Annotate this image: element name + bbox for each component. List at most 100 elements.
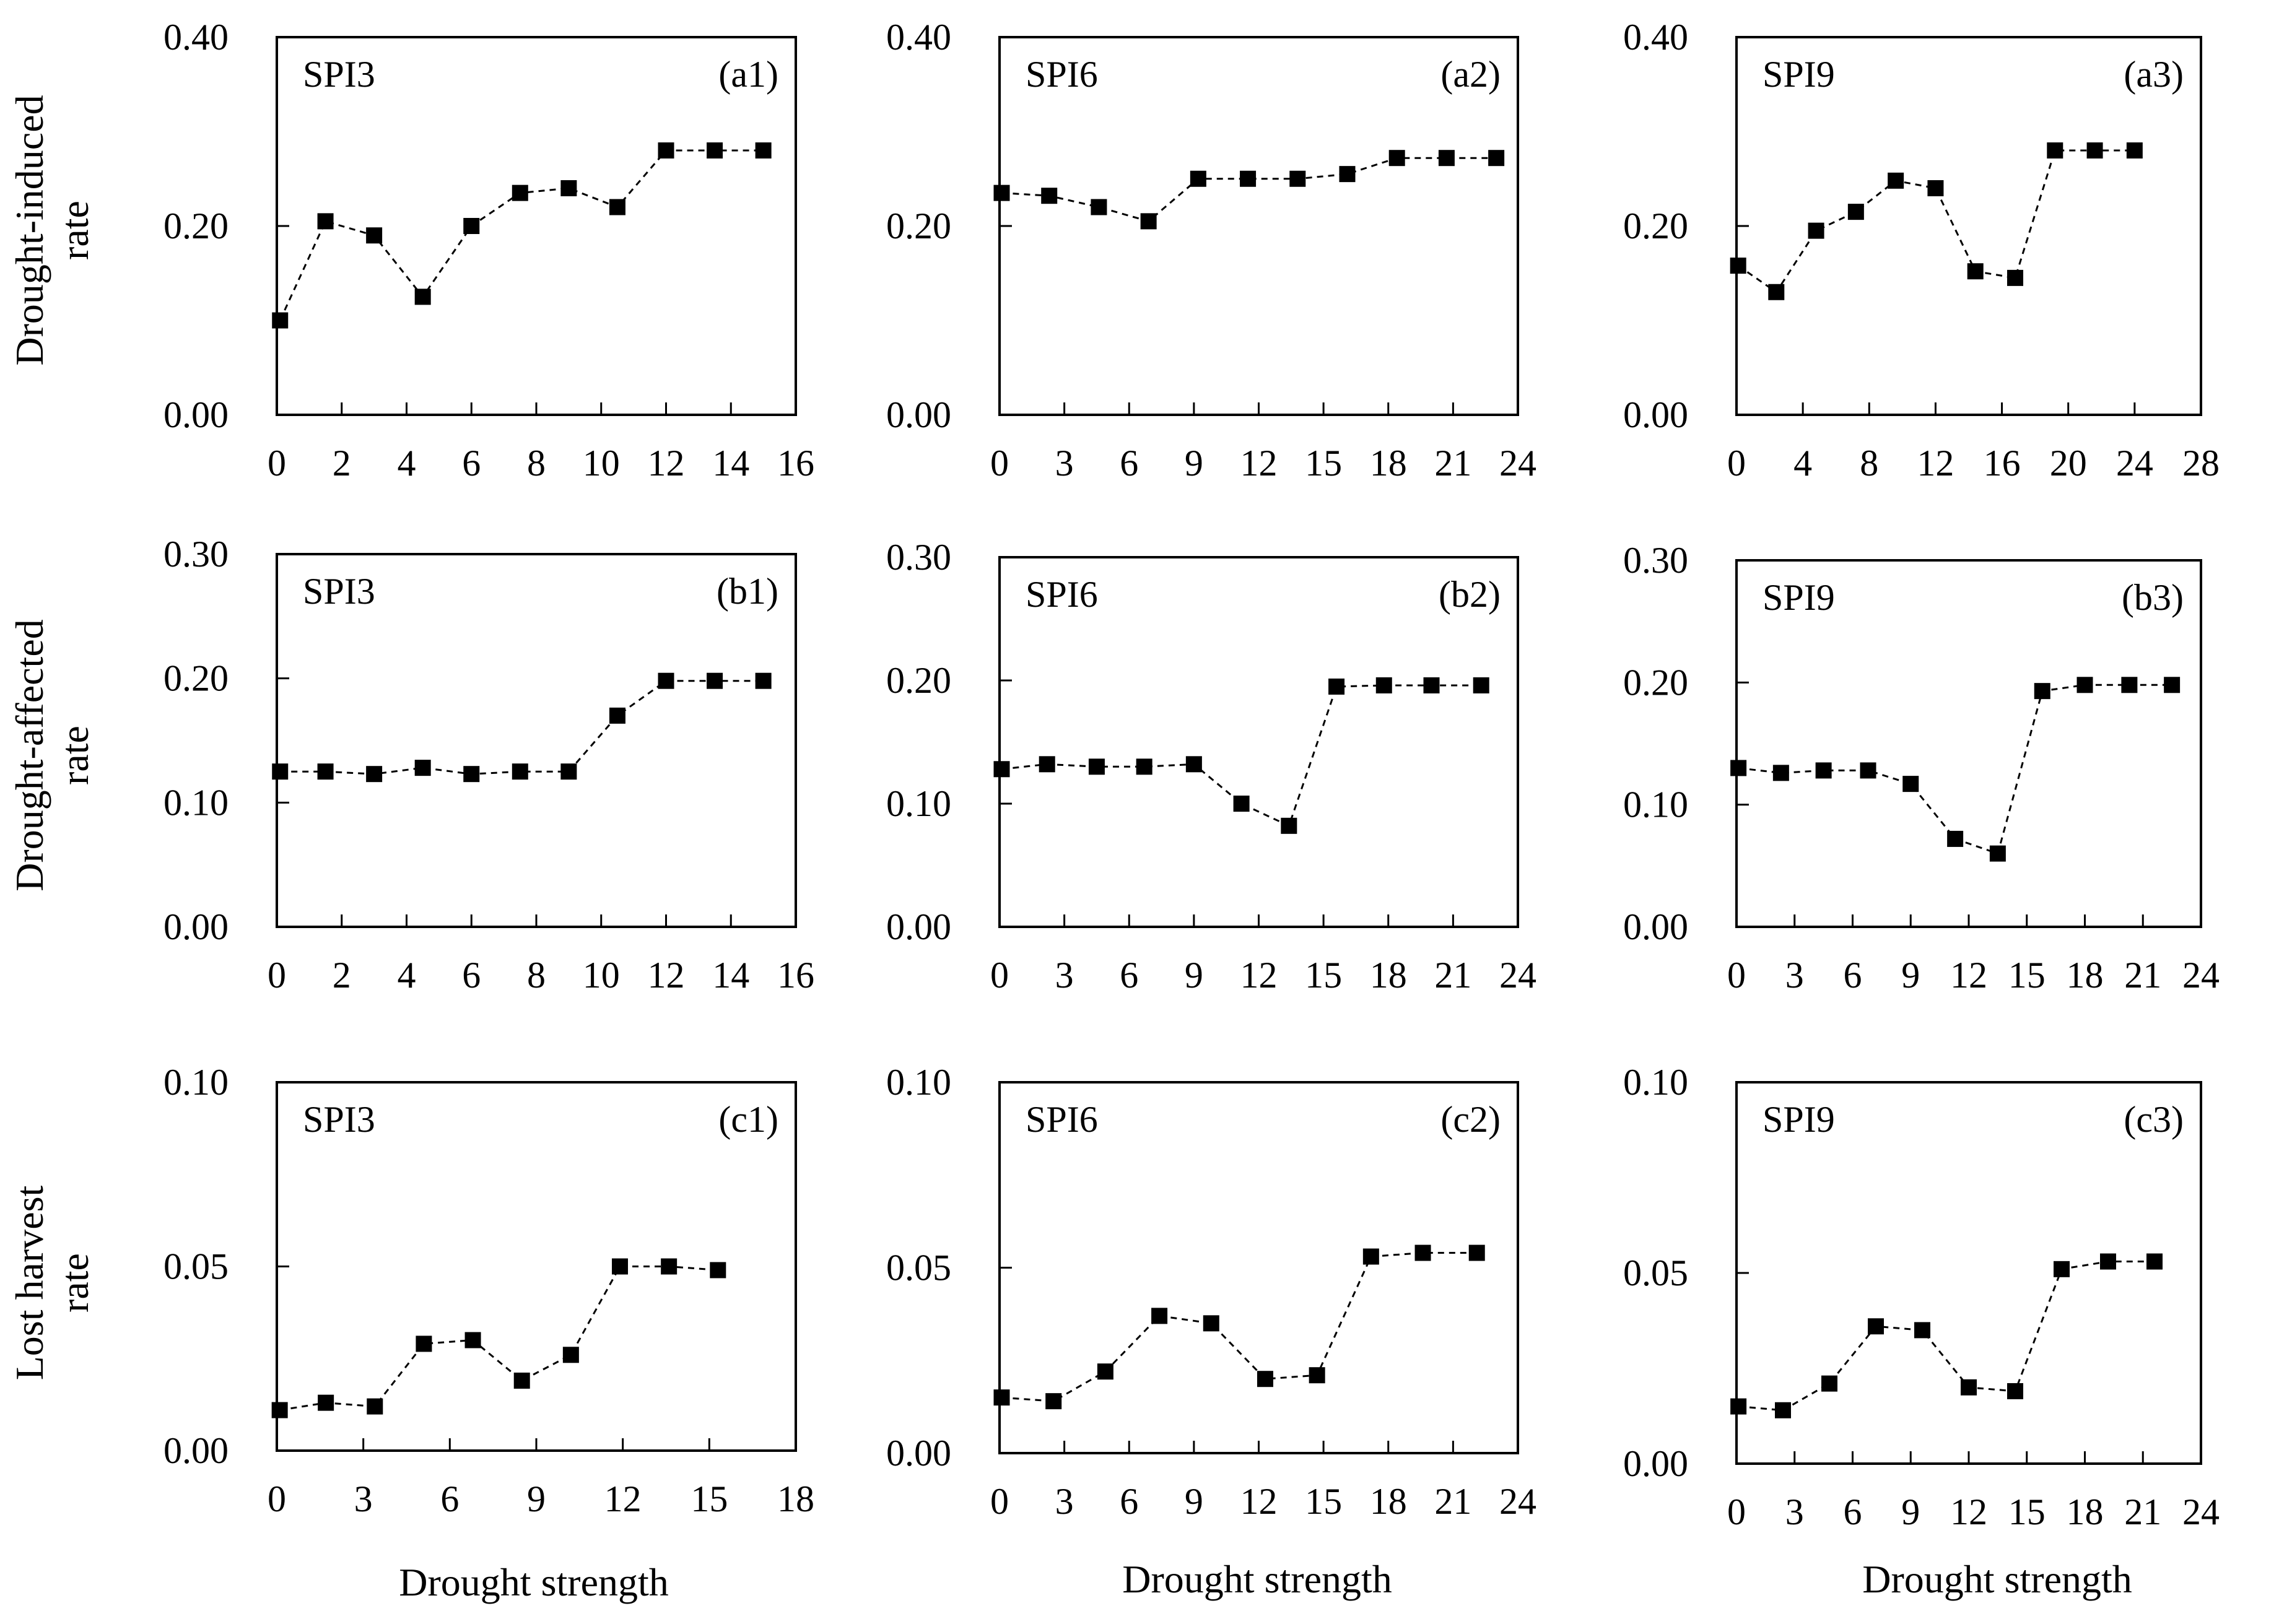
data-point <box>1989 845 2006 862</box>
panel-c1: 0 3 6 9 12 15 18 0.00 0.05 0.10 SPI3 (c1) <box>163 1062 814 1519</box>
data-point <box>1362 1248 1379 1265</box>
series-line <box>1737 149 2135 293</box>
x-tick-label: 0 <box>1727 443 1746 484</box>
x-tick-label: 12 <box>604 1479 642 1519</box>
series-line <box>279 149 764 321</box>
data-point <box>2047 142 2063 158</box>
panel-c3: 0 3 6 9 12 15 18 21 24 0.00 0.05 0.10 SPI9 (c3) <box>1623 1062 2220 1532</box>
data-point <box>414 289 431 305</box>
data-point <box>1815 762 1832 779</box>
y-tick-label: 0.20 <box>886 206 951 246</box>
y-tick-label: 0.00 <box>163 394 229 435</box>
data-point <box>1045 1393 1062 1410</box>
y-tick-label: 0.20 <box>163 658 229 699</box>
data-point <box>1772 765 1789 781</box>
data-point <box>1039 756 1055 773</box>
panel-index-label: SPI6 <box>1026 1099 1098 1140</box>
data-point <box>1730 760 1747 776</box>
x-tick-label: 12 <box>1950 1492 1987 1532</box>
data-point <box>1240 170 1257 187</box>
y-tick-label: 0.10 <box>1623 784 1688 825</box>
panel-a1: 0 2 4 6 8 10 12 14 16 0.00 0.20 0.40 SPI3 (a1) <box>163 17 814 484</box>
data-point <box>464 1332 481 1348</box>
data-point <box>562 1347 579 1363</box>
x-tick-label: 28 <box>2182 443 2220 484</box>
data-point <box>1328 678 1345 695</box>
x-tick-label: 9 <box>1901 955 1920 996</box>
y-tick-label: 0.30 <box>1623 540 1688 581</box>
series-line <box>1001 1252 1477 1402</box>
x-tick-label: 6 <box>1120 443 1138 484</box>
panel-index-label: SPI9 <box>1763 1099 1835 1140</box>
data-point <box>1775 1402 1791 1418</box>
data-point <box>1927 180 1944 196</box>
x-tick-label: 2 <box>333 955 351 996</box>
data-point <box>1468 1244 1485 1261</box>
data-point <box>512 185 528 201</box>
panel-id-label: (b1) <box>717 571 778 612</box>
y-tick-label: 0.00 <box>163 906 229 947</box>
series-line <box>1001 157 1497 223</box>
x-tick-label: 21 <box>2124 1492 2161 1532</box>
x-tick-label: 9 <box>1901 1492 1920 1532</box>
y-tick-label: 0.05 <box>1623 1253 1688 1293</box>
data-point <box>658 142 674 158</box>
data-point <box>1947 830 1964 847</box>
data-point <box>272 763 289 780</box>
x-tick-label: 12 <box>648 955 685 996</box>
data-point <box>366 227 383 244</box>
x-tick-label: 21 <box>2124 955 2161 996</box>
x-tick-label: 15 <box>1305 1481 1342 1522</box>
data-point <box>414 760 431 776</box>
x-tick-label: 3 <box>1055 443 1074 484</box>
data-point <box>1375 677 1392 693</box>
x-tick-label: 15 <box>1305 443 1342 484</box>
x-axis-label-col3: Drought strength <box>1862 1557 2132 1601</box>
panel-index-label: SPI3 <box>303 1099 375 1140</box>
y-tick-label: 0.00 <box>1623 1443 1688 1484</box>
data-point <box>560 763 577 780</box>
x-axis-label-col2: Drought strength <box>1122 1557 1392 1601</box>
row-label-b: Drought-affected rate <box>7 619 97 892</box>
y-tick-label: 0.05 <box>886 1248 951 1288</box>
data-point <box>1140 213 1157 230</box>
series-line <box>1001 684 1481 827</box>
x-tick-label: 15 <box>2008 955 2046 996</box>
data-point <box>1473 677 1489 693</box>
data-point <box>710 1262 726 1279</box>
data-point <box>2100 1253 2116 1270</box>
x-tick-label: 2 <box>333 443 351 484</box>
y-tick-label: 0.10 <box>163 782 229 823</box>
x-tick-label: 18 <box>2067 955 2104 996</box>
data-point <box>755 142 772 158</box>
y-tick-label: 0.40 <box>886 17 951 58</box>
data-point <box>1967 263 1984 280</box>
panel-id-label: (b2) <box>1439 574 1501 615</box>
x-tick-label: 6 <box>1120 955 1138 996</box>
data-point <box>661 1258 678 1275</box>
x-tick-label: 6 <box>440 1479 459 1519</box>
series-line <box>280 680 764 775</box>
data-point <box>1136 758 1153 775</box>
x-tick-label: 0 <box>1727 1492 1746 1532</box>
data-point <box>1821 1375 1837 1392</box>
row-label-c: Lost harvest rate <box>7 1185 97 1380</box>
panel-b3: 0 3 6 9 12 15 18 21 24 0.00 0.10 0.20 0.30 SPI9 (b3) <box>1623 540 2220 996</box>
y-tick-label: 0.40 <box>163 17 229 58</box>
y-tick-label: 0.20 <box>886 660 951 701</box>
x-tick-label: 9 <box>527 1479 546 1519</box>
x-tick-label: 6 <box>1844 955 1862 996</box>
data-point <box>612 1258 629 1275</box>
x-tick-label: 12 <box>1950 955 1987 996</box>
data-point <box>707 672 723 689</box>
data-point <box>2121 677 2138 693</box>
data-point <box>2164 677 2181 693</box>
data-point <box>1203 1315 1219 1332</box>
x-tick-label: 3 <box>1785 1492 1804 1532</box>
x-tick-label: 4 <box>398 955 416 996</box>
data-point <box>993 185 1010 201</box>
row-label-a: Drought-induced rate <box>7 95 97 365</box>
data-point <box>1808 222 1824 239</box>
x-tick-label: 0 <box>268 955 286 996</box>
x-tick-label: 18 <box>1370 1481 1407 1522</box>
